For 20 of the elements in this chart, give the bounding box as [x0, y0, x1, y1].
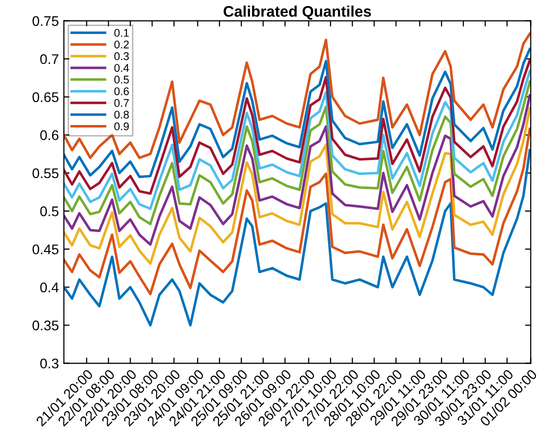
legend-label: 0.2 — [114, 40, 129, 48]
y-tick-label: 0.3 — [40, 358, 58, 368]
y-tick-label: 0.5 — [40, 206, 58, 216]
y-tick-label: 0.35 — [32, 320, 58, 330]
y-tick-label: 0.45 — [32, 244, 58, 254]
legend-label: 0.7 — [114, 99, 129, 107]
y-tick-label: 0.55 — [32, 168, 58, 178]
y-tick-label: 0.4 — [40, 282, 59, 292]
legend-label: 0.8 — [114, 110, 129, 119]
legend-label: 0.9 — [114, 122, 129, 130]
legend-label: 0.5 — [114, 76, 129, 84]
legend-label: 0.4 — [114, 64, 130, 72]
y-tick-label: 0.7 — [40, 54, 58, 64]
y-tick-label: 0.65 — [32, 92, 58, 102]
legend-label: 0.3 — [114, 52, 129, 60]
y-tick-label: 0.6 — [40, 130, 58, 140]
legend-label: 0.6 — [114, 87, 129, 96]
chart-title: Calibrated Quantiles — [224, 6, 371, 20]
y-tick-label: 0.75 — [32, 16, 58, 26]
legend-label: 0.1 — [114, 28, 129, 37]
